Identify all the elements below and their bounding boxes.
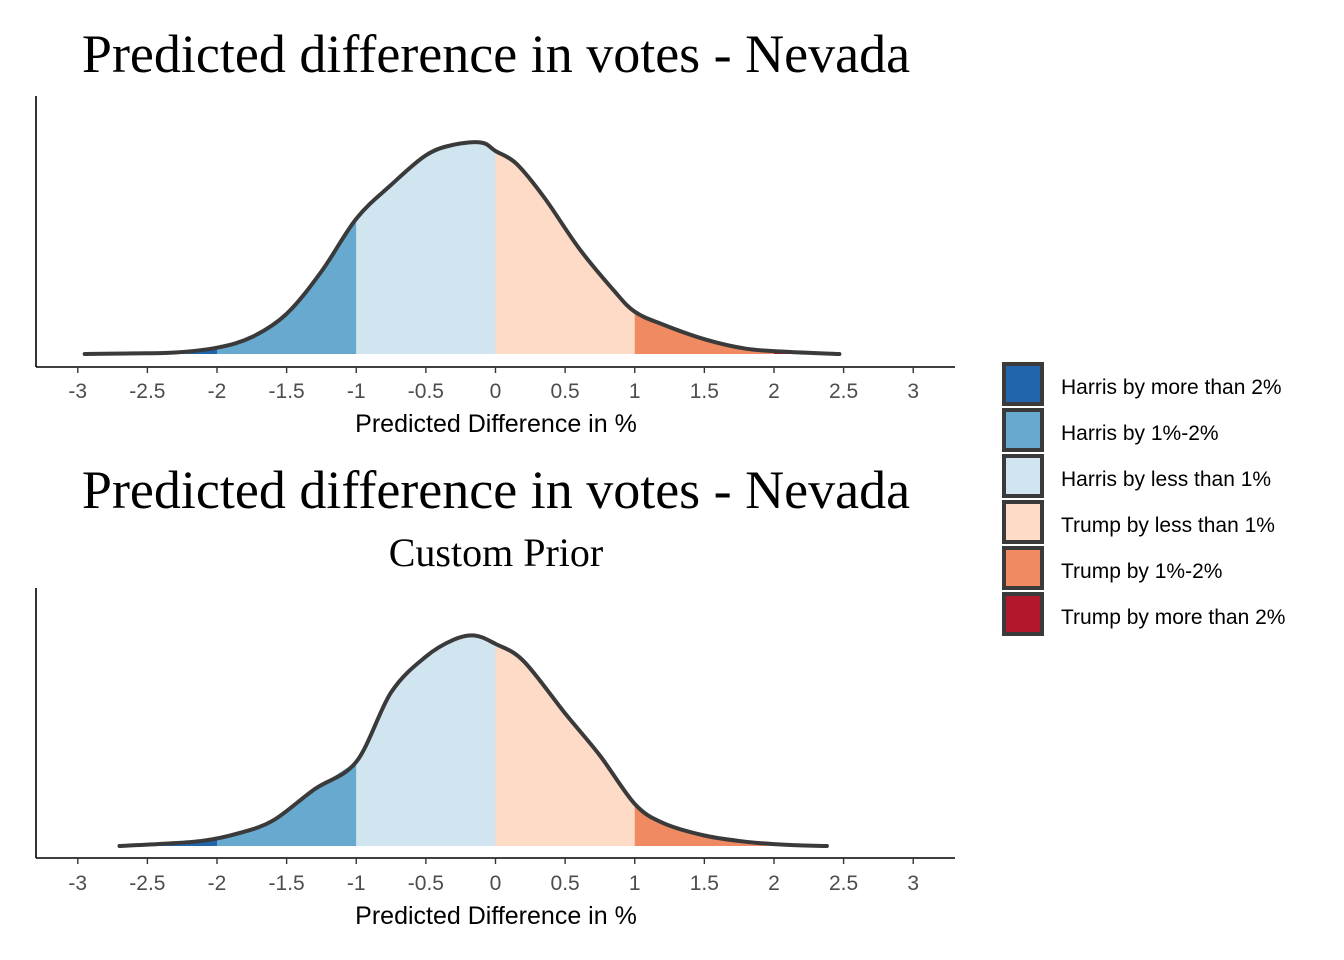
x-tick-label: 0.5 bbox=[551, 872, 580, 895]
x-tick-label: -0.5 bbox=[408, 380, 444, 403]
x-tick-label: -1.5 bbox=[269, 380, 305, 403]
legend-label: Harris by more than 2% bbox=[1061, 376, 1282, 399]
legend-swatch bbox=[1002, 454, 1044, 498]
x-axis-ticks: -3 -2.5 -2 -1.5 -1 -0.5 0 0.5 1 1.5 2 2.5 3 bbox=[68, 367, 919, 403]
x-axis-ticks: -3 -2.5 -2 -1.5 -1 -0.5 0 0.5 1 1.5 2 2.5 3 bbox=[68, 858, 919, 895]
x-tick-label: 1 bbox=[629, 872, 641, 895]
density-region-0 bbox=[119, 837, 217, 846]
x-tick-label: 1.5 bbox=[690, 380, 719, 403]
x-tick-label: 2 bbox=[768, 380, 780, 403]
legend-item: Trump by more than 2% bbox=[1002, 592, 1285, 636]
legend-label: Harris by 1%-2% bbox=[1061, 422, 1219, 445]
x-tick-label: 2.5 bbox=[829, 380, 858, 403]
x-tick-label: 0 bbox=[490, 872, 502, 895]
legend-item: Trump by less than 1% bbox=[1002, 500, 1275, 544]
chart-title: Predicted difference in votes - Nevada bbox=[82, 460, 910, 520]
x-tick-label: 3 bbox=[907, 380, 919, 403]
x-tick-label: -1 bbox=[347, 872, 366, 895]
legend-swatch bbox=[1002, 408, 1044, 452]
x-tick-label: 0.5 bbox=[551, 380, 580, 403]
x-tick-label: 2 bbox=[768, 872, 780, 895]
x-tick-label: -2 bbox=[208, 380, 227, 403]
density-region-1 bbox=[217, 218, 357, 354]
x-tick-label: -2 bbox=[208, 872, 227, 895]
density-outline bbox=[82, 140, 842, 356]
density-panel-bottom: Predicted difference in votes - Nevada C… bbox=[35, 460, 955, 930]
legend-swatch bbox=[1002, 500, 1044, 544]
x-tick-label: 3 bbox=[907, 872, 919, 895]
legend-item: Trump by 1%-2% bbox=[1002, 546, 1222, 590]
legend-swatch bbox=[1002, 592, 1044, 636]
density-fill-group bbox=[119, 635, 827, 846]
legend-swatch bbox=[1002, 362, 1044, 406]
x-tick-label: -0.5 bbox=[408, 872, 444, 895]
density-region-4 bbox=[634, 803, 774, 846]
x-tick-label: -1 bbox=[347, 380, 366, 403]
legend: Harris by more than 2% Harris by 1%-2% H… bbox=[1002, 362, 1285, 636]
legend-swatch bbox=[1002, 546, 1044, 590]
density-fill-group bbox=[84, 142, 840, 354]
legend-label: Trump by less than 1% bbox=[1061, 514, 1275, 537]
x-tick-label: 0 bbox=[490, 380, 502, 403]
x-tick-label: -2.5 bbox=[129, 872, 165, 895]
legend-label: Harris by less than 1% bbox=[1061, 468, 1271, 491]
density-region-1 bbox=[217, 761, 357, 846]
x-axis-title: Predicted Difference in % bbox=[355, 410, 637, 438]
density-region-2 bbox=[356, 142, 496, 354]
density-region-3 bbox=[495, 643, 635, 846]
x-tick-label: 1.5 bbox=[690, 872, 719, 895]
legend-label: Trump by more than 2% bbox=[1061, 606, 1285, 629]
density-region-2 bbox=[356, 635, 496, 846]
x-tick-label: -3 bbox=[68, 872, 87, 895]
legend-item: Harris by less than 1% bbox=[1002, 454, 1271, 498]
chart-subtitle: Custom Prior bbox=[389, 530, 603, 575]
x-tick-label: 1 bbox=[629, 380, 641, 403]
legend-item: Harris by more than 2% bbox=[1002, 362, 1282, 406]
x-axis-title: Predicted Difference in % bbox=[355, 902, 637, 930]
density-outline bbox=[117, 633, 829, 848]
density-region-3 bbox=[495, 151, 635, 354]
chart-title: Predicted difference in votes - Nevada bbox=[82, 24, 910, 84]
x-tick-label: 2.5 bbox=[829, 872, 858, 895]
density-region-4 bbox=[634, 311, 774, 354]
x-tick-label: -3 bbox=[68, 380, 87, 403]
x-tick-label: -1.5 bbox=[269, 872, 305, 895]
legend-label: Trump by 1%-2% bbox=[1061, 560, 1222, 583]
density-panel-top: Predicted difference in votes - Nevada -… bbox=[35, 24, 955, 438]
x-tick-label: -2.5 bbox=[129, 380, 165, 403]
legend-item: Harris by 1%-2% bbox=[1002, 408, 1219, 452]
